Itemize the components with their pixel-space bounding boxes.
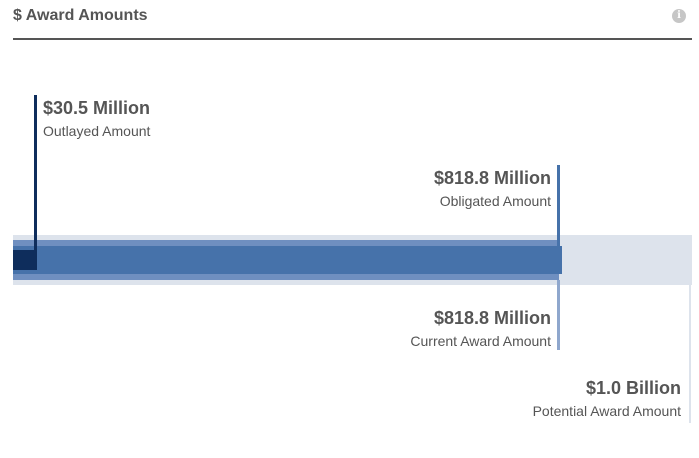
info-icon[interactable]: i <box>672 9 686 23</box>
obligated-amount-label: Obligated Amount <box>439 193 551 209</box>
obligated-marker-line <box>557 165 560 274</box>
current-marker-line <box>557 280 560 350</box>
section-header: $ Award Amounts i <box>13 0 692 40</box>
potential-award-amount-value: $1.0 Billion <box>585 378 681 398</box>
outlayed-amount-bar[interactable] <box>13 250 37 270</box>
outlayed-amount-value: $30.5 Million <box>43 98 151 118</box>
potential-award-amount-label: Potential Award Amount <box>532 403 681 419</box>
current-award-amount-label: Current Award Amount <box>410 333 551 349</box>
potential-marker-line <box>689 285 691 423</box>
obligated-amount-bar[interactable] <box>13 246 562 274</box>
current-award-amount-value: $818.8 Million <box>433 308 551 328</box>
outlayed-marker-line <box>34 95 37 270</box>
section-title: $ Award Amounts <box>13 7 148 24</box>
outlayed-amount-label: Outlayed Amount <box>43 123 151 139</box>
obligated-amount-value: $818.8 Million <box>433 168 551 188</box>
